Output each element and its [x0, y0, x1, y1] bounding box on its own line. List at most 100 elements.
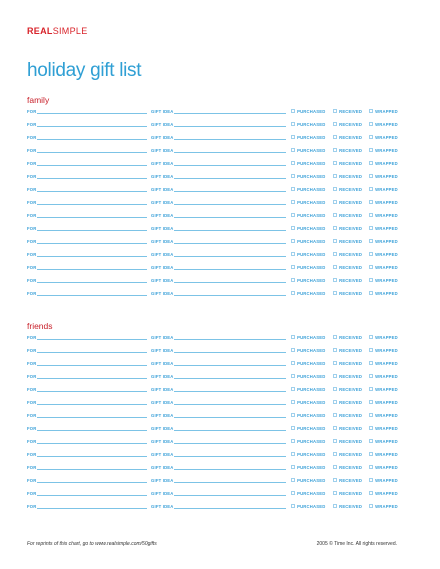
- wrapped-checkbox[interactable]: [369, 400, 373, 404]
- wrapped-option[interactable]: WRAPPED: [369, 374, 398, 379]
- for-line-field[interactable]: [37, 204, 147, 205]
- wrapped-option[interactable]: WRAPPED: [369, 348, 398, 353]
- received-option[interactable]: RECEIVED: [333, 239, 362, 244]
- purchased-option[interactable]: PURCHASED: [291, 335, 325, 340]
- purchased-checkbox[interactable]: [291, 291, 295, 295]
- received-checkbox[interactable]: [333, 374, 337, 378]
- purchased-checkbox[interactable]: [291, 465, 295, 469]
- wrapped-checkbox[interactable]: [369, 387, 373, 391]
- purchased-option[interactable]: PURCHASED: [291, 374, 325, 379]
- received-option[interactable]: RECEIVED: [333, 400, 362, 405]
- for-line-field[interactable]: [37, 378, 147, 379]
- for-line-field[interactable]: [37, 113, 147, 114]
- for-line-field[interactable]: [37, 482, 147, 483]
- wrapped-option[interactable]: WRAPPED: [369, 465, 398, 470]
- wrapped-checkbox[interactable]: [369, 265, 373, 269]
- wrapped-option[interactable]: WRAPPED: [369, 252, 398, 257]
- purchased-option[interactable]: PURCHASED: [291, 504, 325, 509]
- purchased-checkbox[interactable]: [291, 213, 295, 217]
- wrapped-checkbox[interactable]: [369, 135, 373, 139]
- wrapped-checkbox[interactable]: [369, 122, 373, 126]
- received-option[interactable]: RECEIVED: [333, 439, 362, 444]
- received-checkbox[interactable]: [333, 504, 337, 508]
- received-checkbox[interactable]: [333, 491, 337, 495]
- for-line-field[interactable]: [37, 139, 147, 140]
- wrapped-option[interactable]: WRAPPED: [369, 122, 398, 127]
- wrapped-checkbox[interactable]: [369, 278, 373, 282]
- purchased-checkbox[interactable]: [291, 348, 295, 352]
- wrapped-checkbox[interactable]: [369, 374, 373, 378]
- purchased-checkbox[interactable]: [291, 135, 295, 139]
- received-option[interactable]: RECEIVED: [333, 278, 362, 283]
- wrapped-option[interactable]: WRAPPED: [369, 361, 398, 366]
- gift-idea-line-field[interactable]: [174, 404, 286, 405]
- purchased-checkbox[interactable]: [291, 335, 295, 339]
- wrapped-option[interactable]: WRAPPED: [369, 491, 398, 496]
- received-checkbox[interactable]: [333, 109, 337, 113]
- for-line-field[interactable]: [37, 269, 147, 270]
- received-option[interactable]: RECEIVED: [333, 335, 362, 340]
- wrapped-checkbox[interactable]: [369, 452, 373, 456]
- received-checkbox[interactable]: [333, 452, 337, 456]
- for-line-field[interactable]: [37, 256, 147, 257]
- received-option[interactable]: RECEIVED: [333, 374, 362, 379]
- gift-idea-line-field[interactable]: [174, 339, 286, 340]
- purchased-checkbox[interactable]: [291, 252, 295, 256]
- purchased-option[interactable]: PURCHASED: [291, 348, 325, 353]
- gift-idea-line-field[interactable]: [174, 295, 286, 296]
- gift-idea-line-field[interactable]: [174, 204, 286, 205]
- received-checkbox[interactable]: [333, 478, 337, 482]
- purchased-checkbox[interactable]: [291, 374, 295, 378]
- received-option[interactable]: RECEIVED: [333, 413, 362, 418]
- gift-idea-line-field[interactable]: [174, 230, 286, 231]
- gift-idea-line-field[interactable]: [174, 378, 286, 379]
- wrapped-option[interactable]: WRAPPED: [369, 413, 398, 418]
- gift-idea-line-field[interactable]: [174, 352, 286, 353]
- for-line-field[interactable]: [37, 295, 147, 296]
- for-line-field[interactable]: [37, 217, 147, 218]
- received-checkbox[interactable]: [333, 122, 337, 126]
- received-checkbox[interactable]: [333, 161, 337, 165]
- received-option[interactable]: RECEIVED: [333, 491, 362, 496]
- for-line-field[interactable]: [37, 126, 147, 127]
- purchased-checkbox[interactable]: [291, 413, 295, 417]
- received-option[interactable]: RECEIVED: [333, 387, 362, 392]
- for-line-field[interactable]: [37, 469, 147, 470]
- received-checkbox[interactable]: [333, 213, 337, 217]
- wrapped-checkbox[interactable]: [369, 226, 373, 230]
- purchased-option[interactable]: PURCHASED: [291, 239, 325, 244]
- received-option[interactable]: RECEIVED: [333, 452, 362, 457]
- purchased-option[interactable]: PURCHASED: [291, 478, 325, 483]
- gift-idea-line-field[interactable]: [174, 217, 286, 218]
- purchased-checkbox[interactable]: [291, 187, 295, 191]
- purchased-option[interactable]: PURCHASED: [291, 135, 325, 140]
- for-line-field[interactable]: [37, 495, 147, 496]
- wrapped-option[interactable]: WRAPPED: [369, 387, 398, 392]
- for-line-field[interactable]: [37, 417, 147, 418]
- wrapped-checkbox[interactable]: [369, 335, 373, 339]
- for-line-field[interactable]: [37, 365, 147, 366]
- purchased-option[interactable]: PURCHASED: [291, 361, 325, 366]
- gift-idea-line-field[interactable]: [174, 243, 286, 244]
- gift-idea-line-field[interactable]: [174, 191, 286, 192]
- purchased-checkbox[interactable]: [291, 439, 295, 443]
- for-line-field[interactable]: [37, 339, 147, 340]
- received-checkbox[interactable]: [333, 400, 337, 404]
- gift-idea-line-field[interactable]: [174, 152, 286, 153]
- purchased-option[interactable]: PURCHASED: [291, 252, 325, 257]
- wrapped-option[interactable]: WRAPPED: [369, 174, 398, 179]
- purchased-checkbox[interactable]: [291, 265, 295, 269]
- received-checkbox[interactable]: [333, 413, 337, 417]
- for-line-field[interactable]: [37, 243, 147, 244]
- received-checkbox[interactable]: [333, 265, 337, 269]
- received-option[interactable]: RECEIVED: [333, 109, 362, 114]
- wrapped-option[interactable]: WRAPPED: [369, 200, 398, 205]
- received-checkbox[interactable]: [333, 348, 337, 352]
- purchased-option[interactable]: PURCHASED: [291, 109, 325, 114]
- received-checkbox[interactable]: [333, 135, 337, 139]
- received-checkbox[interactable]: [333, 465, 337, 469]
- wrapped-checkbox[interactable]: [369, 109, 373, 113]
- wrapped-checkbox[interactable]: [369, 148, 373, 152]
- purchased-checkbox[interactable]: [291, 226, 295, 230]
- for-line-field[interactable]: [37, 404, 147, 405]
